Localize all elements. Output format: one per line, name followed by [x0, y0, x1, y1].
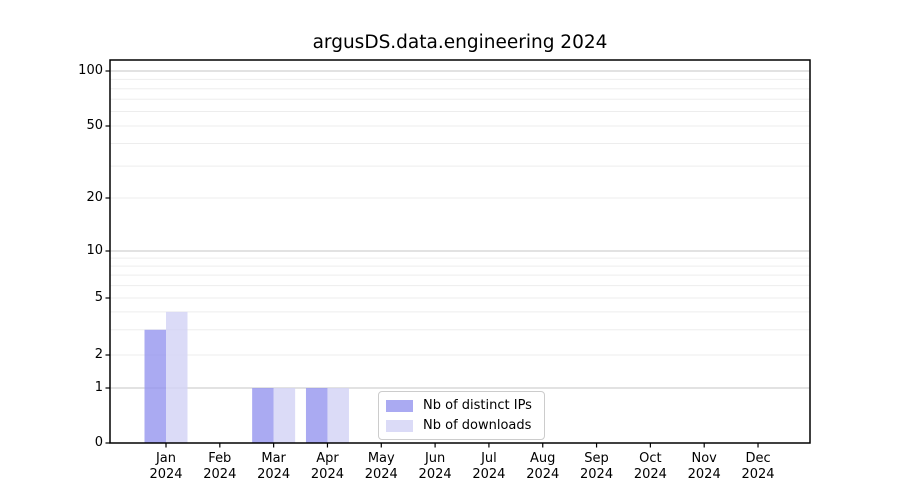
y-tick-label-0: 0	[94, 435, 103, 450]
legend-label-distinct-ips: Nb of distinct IPs	[423, 397, 532, 413]
bar-downloads-apr	[327, 388, 349, 443]
bar-downloads-mar	[273, 388, 296, 443]
chart-title: argusDS.data.engineering 2024	[312, 32, 608, 53]
bar-downloads-jan	[166, 311, 188, 443]
x-tick-label-jun: Jun 2024	[418, 451, 452, 482]
y-tick-label-100: 100	[78, 63, 103, 78]
x-tick-label-feb: Feb 2024	[203, 451, 237, 482]
legend-swatch-downloads	[386, 419, 413, 432]
bar-distinct-ips-jan	[144, 329, 166, 443]
x-tick-label-aug: Aug 2024	[526, 451, 560, 482]
legend-label-downloads: Nb of downloads	[423, 417, 532, 433]
bar-distinct-ips-apr	[305, 388, 328, 443]
x-tick-label-sep: Sep 2024	[580, 451, 614, 482]
y-tick-label-2: 2	[94, 347, 103, 362]
x-tick-label-may: May 2024	[364, 451, 398, 482]
y-tick-label-1: 1	[94, 380, 103, 395]
x-tick-label-apr: Apr 2024	[310, 451, 344, 482]
x-tick-label-dec: Dec 2024	[741, 451, 775, 482]
x-tick-label-mar: Mar 2024	[257, 451, 291, 482]
legend: Nb of distinct IPs Nb of downloads	[378, 391, 545, 440]
y-tick-label-20: 20	[86, 190, 103, 205]
legend-item-distinct-ips: Nb of distinct IPs	[386, 397, 536, 414]
x-tick-label-oct: Oct 2024	[633, 451, 667, 482]
x-tick-label-jul: Jul 2024	[472, 451, 506, 482]
y-tick-label-50: 50	[86, 118, 103, 133]
x-tick-label-nov: Nov 2024	[687, 451, 721, 482]
y-tick-label-5: 5	[94, 290, 103, 305]
y-tick-label-10: 10	[86, 243, 103, 258]
legend-swatch-distinct-ips	[386, 399, 413, 412]
bar-distinct-ips-mar	[252, 388, 274, 443]
legend-item-downloads: Nb of downloads	[386, 417, 536, 434]
x-tick-label-jan: Jan 2024	[149, 451, 183, 482]
